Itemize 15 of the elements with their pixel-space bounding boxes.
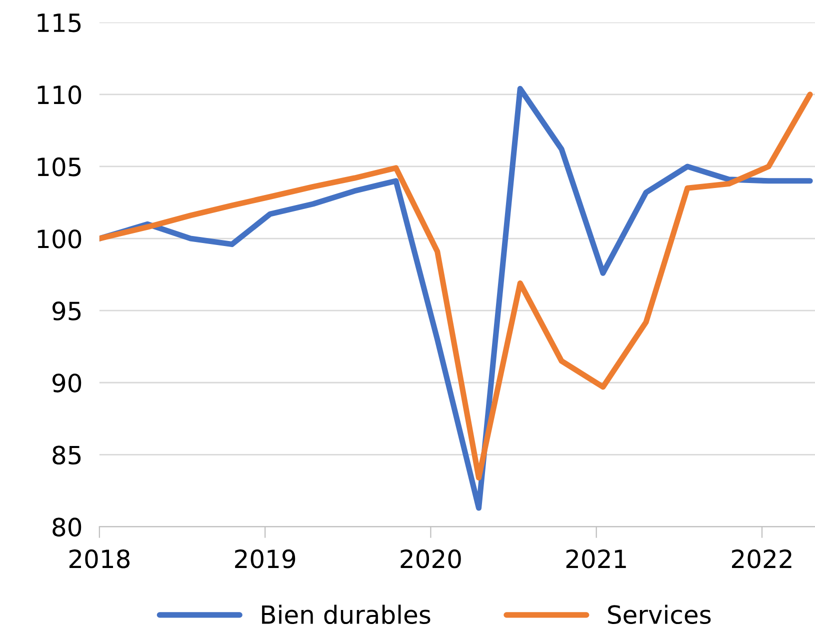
- x-tick-label: 2022: [732, 549, 792, 568]
- y-tick-label: 100: [38, 229, 82, 248]
- y-tick-label: 95: [52, 302, 81, 320]
- y-tick-label: 105: [38, 157, 81, 176]
- x-tick-label: 2021: [566, 549, 626, 568]
- y-tick-label: 115: [38, 14, 81, 32]
- y-tick-label: 110: [38, 85, 82, 104]
- y-tick-label: 85: [52, 446, 81, 465]
- legend-label: Bien durables: [262, 604, 430, 624]
- x-tick-label: 2019: [235, 549, 296, 568]
- x-tick-label: 2020: [400, 549, 461, 568]
- x-tick-label: 2018: [69, 549, 130, 568]
- y-tick-label: 90: [52, 374, 82, 392]
- legend-label: Services: [608, 604, 711, 624]
- y-tick-label: 80: [52, 518, 82, 537]
